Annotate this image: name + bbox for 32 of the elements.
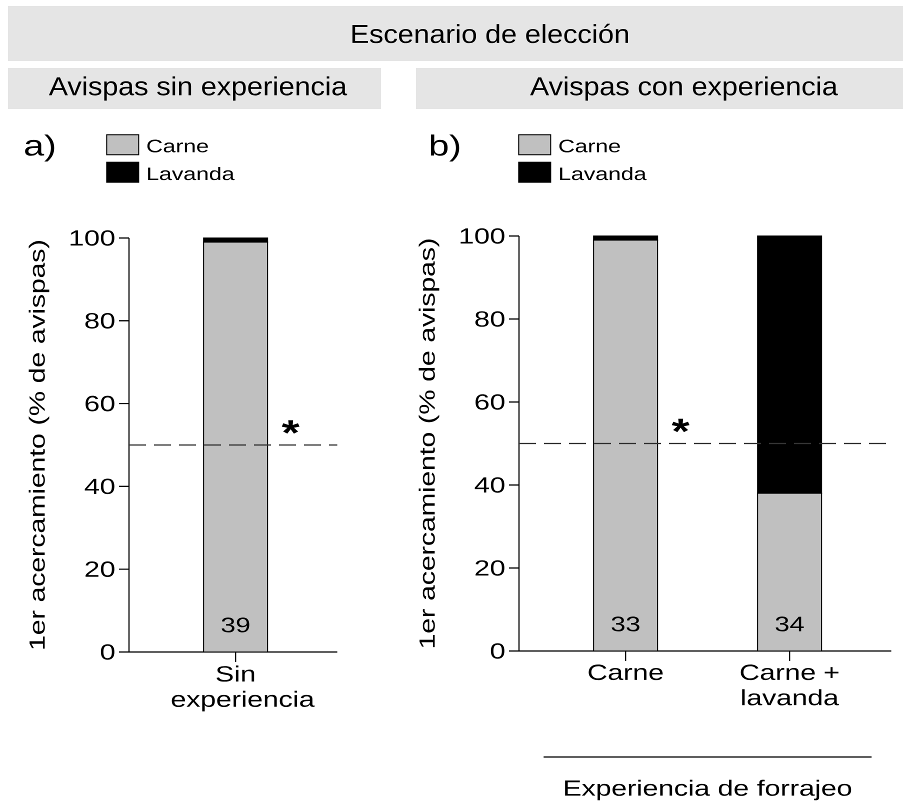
y-tick-label: 40 bbox=[84, 478, 114, 494]
legend-label: Carne bbox=[559, 140, 620, 152]
y-axis-title: 1er acercamiento (% de avispas) bbox=[28, 240, 50, 649]
annotation: * bbox=[672, 418, 690, 432]
x-tick-label: Carne bbox=[588, 664, 663, 680]
annotation: 34 bbox=[776, 616, 804, 632]
y-tick-label: 100 bbox=[70, 230, 114, 246]
y-tick-label: 60 bbox=[86, 396, 114, 412]
y-tick-label: 20 bbox=[86, 561, 114, 577]
y-tick-label: 0 bbox=[490, 643, 504, 659]
annotation: * bbox=[282, 420, 300, 434]
legend-label: Lavanda bbox=[560, 166, 647, 180]
legend-label: Carne bbox=[147, 140, 208, 152]
text: b) bbox=[430, 134, 460, 162]
x-tick-label: Carne + lavanda bbox=[740, 664, 839, 706]
y-tick-label: 80 bbox=[85, 312, 114, 329]
y-axis-title: 1er acercamiento (% de avispas) bbox=[418, 239, 440, 648]
x-axis-title: Experiencia de forrajeo bbox=[565, 780, 852, 800]
y-tick-label: 60 bbox=[476, 394, 504, 410]
legend-label: Lavanda bbox=[148, 166, 235, 180]
annotation: 39 bbox=[222, 618, 250, 632]
x-tick-label: Sin experiencia bbox=[172, 666, 315, 712]
y-tick-label: 20 bbox=[476, 560, 504, 576]
chart-subtitle: Avispas sin experiencia bbox=[48, 76, 348, 101]
text: a) bbox=[25, 134, 54, 162]
chart-title: Escenario de elección bbox=[352, 24, 628, 44]
y-tick-label: 80 bbox=[475, 311, 504, 327]
chart-subtitle: Avispas con experiencia bbox=[530, 76, 838, 101]
annotation: 33 bbox=[612, 616, 640, 632]
y-tick-label: 40 bbox=[474, 477, 504, 493]
y-tick-label: 100 bbox=[460, 228, 504, 244]
y-tick-label: 0 bbox=[100, 644, 114, 660]
